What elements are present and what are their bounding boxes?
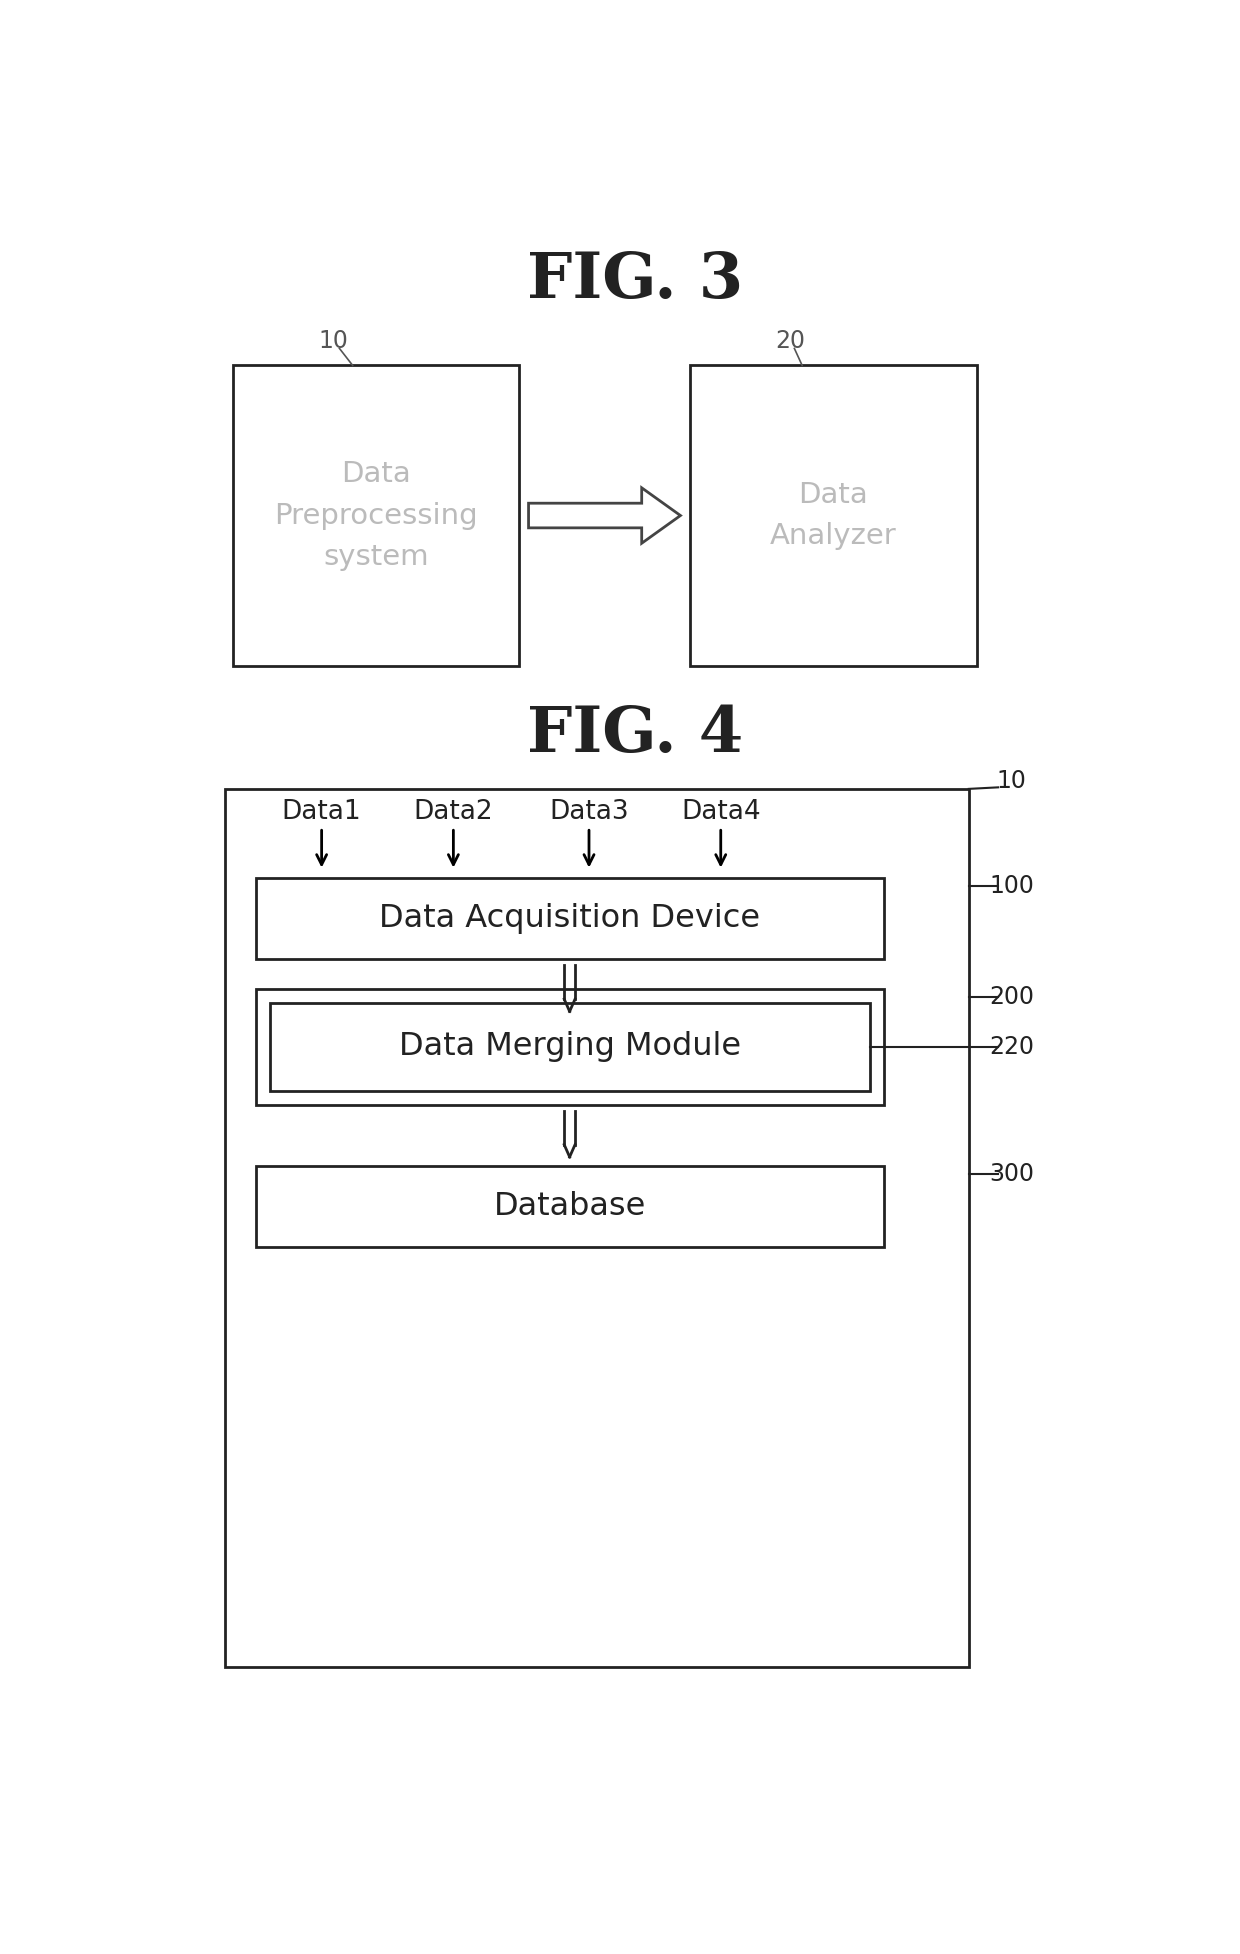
Text: Data
Analyzer: Data Analyzer xyxy=(770,481,897,551)
Text: FIG. 3: FIG. 3 xyxy=(527,250,744,311)
Polygon shape xyxy=(528,488,681,543)
Text: Data Merging Module: Data Merging Module xyxy=(398,1032,740,1063)
Text: Data2: Data2 xyxy=(414,799,494,825)
Bar xyxy=(255,1167,883,1247)
Text: Database: Database xyxy=(494,1192,646,1221)
Text: 10: 10 xyxy=(319,328,348,354)
Text: FIG. 4: FIG. 4 xyxy=(527,705,744,766)
Text: Data4: Data4 xyxy=(681,799,760,825)
Bar xyxy=(224,789,968,1667)
Text: 200: 200 xyxy=(988,985,1034,1008)
Text: Data
Preprocessing
system: Data Preprocessing system xyxy=(274,461,477,571)
Text: Data1: Data1 xyxy=(281,799,361,825)
Bar xyxy=(270,1002,869,1090)
Bar xyxy=(233,365,520,666)
Text: Data3: Data3 xyxy=(549,799,629,825)
Bar xyxy=(255,877,883,959)
Text: 220: 220 xyxy=(988,1036,1034,1059)
Text: 20: 20 xyxy=(775,328,806,354)
Text: 100: 100 xyxy=(990,873,1034,899)
Bar xyxy=(255,989,883,1104)
Text: 10: 10 xyxy=(997,770,1027,793)
Bar xyxy=(689,365,977,666)
Text: Data Acquisition Device: Data Acquisition Device xyxy=(379,903,760,934)
Text: 300: 300 xyxy=(988,1163,1034,1186)
